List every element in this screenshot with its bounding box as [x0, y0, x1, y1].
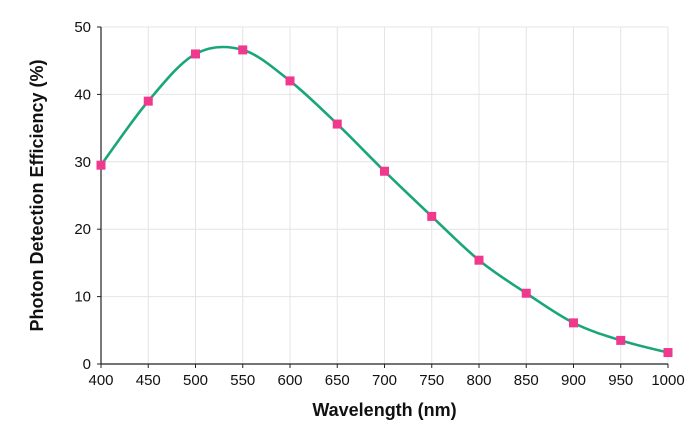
x-tick-label-10: 900 [561, 372, 586, 389]
y-tick-label-5: 50 [74, 19, 91, 36]
x-tick-label-0: 400 [88, 372, 113, 389]
x-tick-label-2: 500 [183, 372, 208, 389]
data-point-12 [663, 348, 673, 358]
x-axis-title: Wavelength (nm) [312, 400, 456, 420]
x-tick-label-9: 850 [514, 372, 539, 389]
x-tick-label-4: 600 [277, 372, 302, 389]
data-point-6 [380, 166, 389, 176]
x-tick-label-7: 750 [419, 372, 444, 389]
data-point-3 [238, 45, 248, 55]
data-point-11 [616, 335, 626, 345]
x-tick-label-12: 1000 [651, 372, 684, 389]
data-point-0 [96, 160, 106, 170]
data-point-5 [332, 119, 342, 129]
x-tick-label-3: 550 [230, 372, 255, 389]
data-point-9 [521, 288, 531, 298]
data-point-10 [569, 318, 578, 328]
y-tick-label-0: 0 [83, 356, 91, 373]
y-tick-label-3: 30 [74, 154, 91, 171]
data-point-7 [427, 211, 437, 221]
y-tick-label-1: 10 [74, 289, 91, 306]
x-tick-label-6: 700 [372, 372, 397, 389]
data-point-2 [191, 49, 200, 59]
x-tick-label-8: 800 [466, 372, 491, 389]
grid-lines [101, 26, 669, 364]
y-tick-label-2: 20 [74, 221, 91, 238]
axes [97, 26, 669, 368]
y-tick-label-4: 40 [74, 86, 91, 103]
data-point-8 [474, 255, 484, 265]
x-tick-label-11: 950 [608, 372, 633, 389]
y-axis-title: Photon Detection Efficiency (%) [27, 59, 47, 331]
x-tick-labels: 400 450 500 550 600 650 700 750 800 850 900 950 1000 [88, 372, 684, 389]
series-group [96, 45, 673, 358]
y-tick-labels: 0 10 20 30 40 50 [74, 19, 91, 373]
x-tick-label-1: 450 [136, 372, 161, 389]
x-tick-label-5: 650 [325, 372, 350, 389]
data-point-1 [143, 96, 153, 106]
data-point-4 [285, 76, 295, 86]
